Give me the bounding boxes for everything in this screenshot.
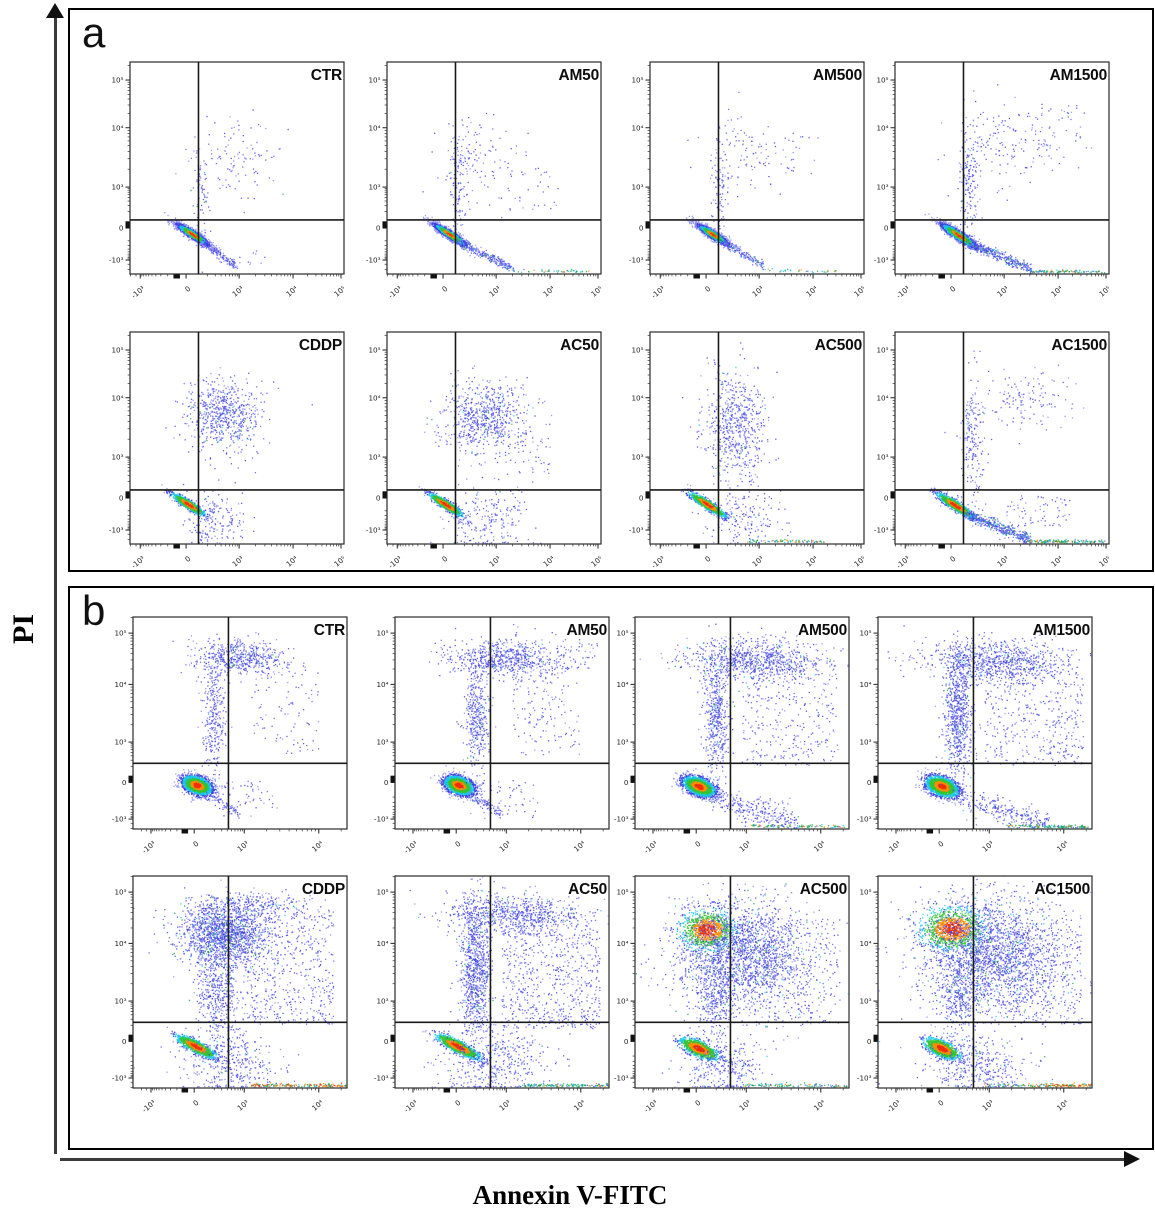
y-axis-arrow-head-icon [46,3,64,18]
scatter-canvas [96,54,348,324]
scatter-canvas [361,609,613,879]
x-axis-label: Annexin V-FITC [472,1180,668,1210]
flow-plot-a-am500: AM500 [616,54,868,324]
panel-a-letter: a [82,9,106,56]
panel-b-box: b CTR AM50 AM500 AM1500 CDDP AC50 AC500 [68,586,1154,1150]
plot-condition-label: AM500 [813,67,862,84]
scatter-canvas [99,609,351,879]
plot-condition-label: AC1500 [1034,881,1090,898]
flow-plot-b-cddp: CDDP [99,868,351,1138]
flow-plot-b-am500: AM500 [601,609,853,879]
flow-plot-a-am50: AM50 [353,54,605,324]
panel-a-box: a CTR AM50 AM500 AM1500 CDDP AC50 AC500 [68,8,1154,594]
flow-plot-b-ac500: AC500 [601,868,853,1138]
x-axis-arrow-line [60,1158,1126,1161]
flow-plot-b-ac1500: AC1500 [844,868,1096,1138]
plot-condition-label: AC500 [799,881,847,898]
scatter-canvas [601,868,853,1138]
scatter-canvas [601,609,853,879]
plot-condition-label: AM1500 [1032,622,1091,639]
flow-plot-a-cddp: CDDP [96,324,348,594]
scatter-canvas [616,324,868,594]
scatter-canvas [353,324,605,594]
scatter-canvas [844,868,1096,1138]
y-axis-label: PI [7,614,40,644]
scatter-canvas [861,324,1113,594]
scatter-canvas [353,54,605,324]
scatter-canvas [99,868,351,1138]
plot-condition-label: AM50 [558,67,599,84]
plot-condition-label: AM50 [566,622,607,639]
scatter-canvas [361,868,613,1138]
plot-condition-label: AM500 [798,622,847,639]
flow-plot-b-ctr: CTR [99,609,351,879]
plot-condition-label: AM1500 [1049,67,1108,84]
scatter-canvas [861,54,1113,324]
flow-plot-a-ac500: AC500 [616,324,868,594]
scatter-canvas [616,54,868,324]
plot-condition-label: AC50 [568,881,607,898]
flow-plot-a-ctr: CTR [96,54,348,324]
flow-plot-b-ac50: AC50 [361,868,613,1138]
flow-plot-a-ac50: AC50 [353,324,605,594]
flow-plot-b-am50: AM50 [361,609,613,879]
plot-condition-label: CDDP [298,337,342,354]
x-axis-arrow-head-icon [1124,1151,1140,1167]
flow-plot-b-am1500: AM1500 [844,609,1096,879]
flow-plot-a-am1500: AM1500 [861,54,1113,324]
plot-condition-label: CTR [313,622,345,639]
scatter-canvas [844,609,1096,879]
scatter-canvas [96,324,348,594]
flow-plot-a-ac1500: AC1500 [861,324,1113,594]
y-axis-arrow-line [54,14,57,1154]
plot-condition-label: AC50 [560,337,599,354]
plot-condition-label: AC500 [814,337,862,354]
plot-condition-label: CTR [310,67,342,84]
plot-condition-label: AC1500 [1051,337,1107,354]
plot-condition-label: CDDP [301,881,345,898]
